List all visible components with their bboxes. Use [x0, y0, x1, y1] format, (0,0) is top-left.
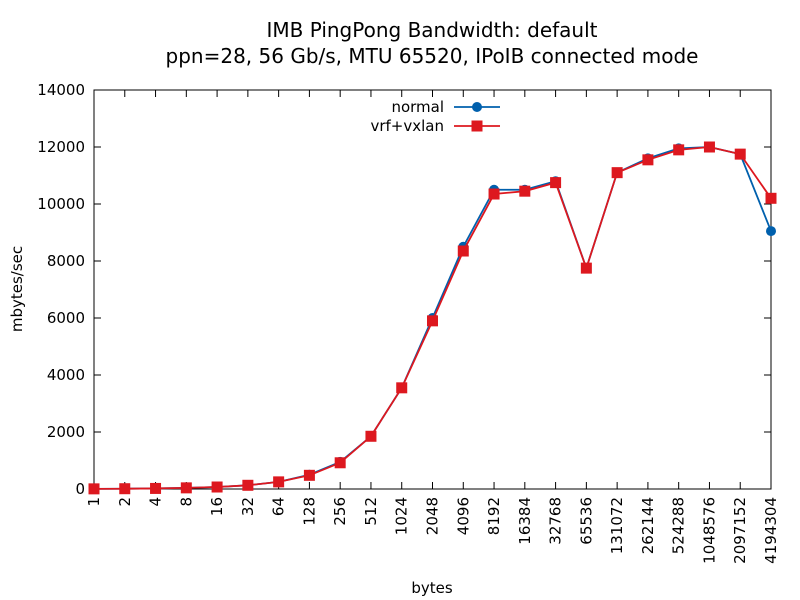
- x-tick-label: 16: [208, 497, 226, 516]
- y-tick-label: 10000: [37, 195, 85, 213]
- y-tick-label: 14000: [37, 81, 85, 99]
- data-point: [488, 188, 500, 200]
- y-axis: 0 2000 4000 6000 8000 10000 12000 14000: [37, 81, 771, 498]
- x-tick-label: 524288: [670, 497, 688, 554]
- x-tick-label: 262144: [639, 497, 657, 554]
- data-point: [457, 245, 469, 257]
- data-point: [150, 482, 162, 494]
- data-point: [88, 483, 100, 495]
- data-point: [303, 469, 315, 481]
- x-tick-label: 1: [85, 497, 103, 507]
- x-tick-label: 4194304: [762, 497, 780, 564]
- legend-marker: [471, 120, 483, 132]
- data-point: [550, 177, 562, 189]
- data-point: [673, 144, 685, 156]
- x-tick-label: 32: [239, 497, 257, 516]
- series-1: [88, 141, 777, 495]
- data-point: [519, 185, 531, 197]
- data-point: [242, 479, 254, 491]
- data-point: [334, 457, 346, 469]
- x-tick-label: 256: [331, 497, 349, 526]
- x-tick-label: 2: [116, 497, 134, 507]
- data-point: [180, 482, 192, 494]
- data-point: [642, 154, 654, 166]
- x-tick-label: 4096: [454, 497, 472, 535]
- data-point: [766, 226, 776, 237]
- y-tick-label: 8000: [47, 252, 85, 270]
- y-tick-label: 6000: [47, 309, 85, 327]
- y-tick-label: 4000: [47, 366, 85, 384]
- legend-marker: [472, 102, 482, 112]
- data-point: [211, 481, 223, 493]
- x-tick-label: 32768: [547, 497, 565, 545]
- x-tick-label: 2097152: [731, 497, 749, 564]
- series-layer: [88, 141, 777, 495]
- x-tick-label: 128: [300, 497, 318, 526]
- x-tick-label: 65536: [577, 497, 595, 545]
- x-tick-label: 64: [270, 497, 288, 516]
- chart-title: IMB PingPong Bandwidth: default: [266, 18, 597, 42]
- y-axis-label: mbytes/sec: [8, 246, 26, 332]
- x-tick-label: 512: [362, 497, 380, 526]
- data-point: [765, 192, 777, 204]
- x-tick-label: 1048576: [700, 497, 718, 564]
- x-axis: 1 2 4 8 16 32 64 128 256 512 1024 2048 4096 8192 16384…: [85, 90, 780, 564]
- data-point: [734, 148, 746, 160]
- x-tick-label: 16384: [516, 497, 534, 545]
- x-tick-label: 8192: [485, 497, 503, 535]
- data-point: [273, 476, 285, 488]
- y-tick-label: 0: [75, 480, 85, 498]
- data-point: [580, 262, 592, 274]
- x-tick-label: 8: [177, 497, 195, 507]
- x-tick-label: 2048: [424, 497, 442, 535]
- data-point: [427, 315, 438, 327]
- x-axis-label: bytes: [411, 579, 453, 597]
- data-point: [365, 430, 377, 442]
- x-tick-label: 4: [147, 497, 165, 507]
- chart-subtitle: ppn=28, 56 Gb/s, MTU 65520, IPoIB connec…: [166, 44, 699, 68]
- plot-area: [93, 89, 772, 490]
- y-tick-label: 12000: [37, 138, 85, 156]
- legend-label: normal: [391, 98, 444, 116]
- x-tick-label: 1024: [393, 497, 411, 535]
- data-point: [119, 483, 131, 495]
- legend-label: vrf+vxlan: [370, 117, 444, 135]
- data-point: [703, 141, 715, 153]
- x-tick-label: 131072: [608, 497, 626, 554]
- data-point: [611, 167, 623, 179]
- data-point: [396, 382, 408, 394]
- y-tick-label: 2000: [47, 423, 85, 441]
